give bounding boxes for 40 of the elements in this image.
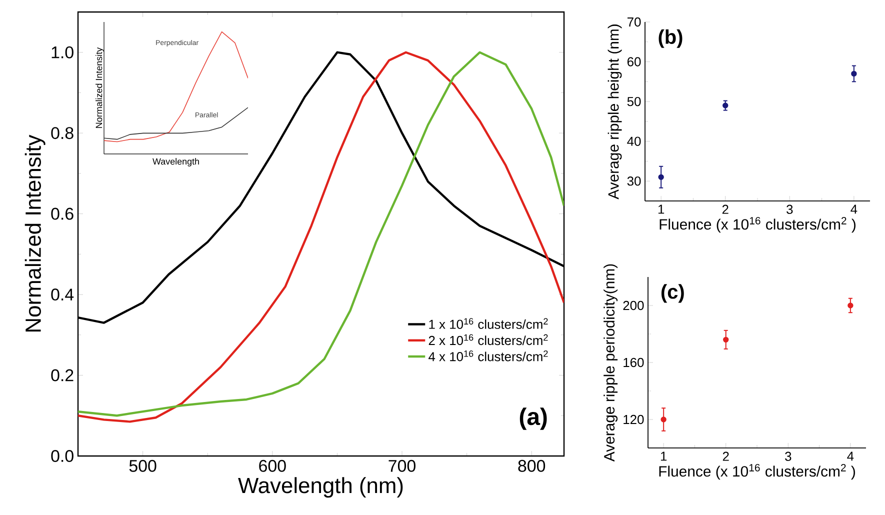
legend-label: 2 x 10$^{16}$ clusters/cm$^{2}$ bbox=[428, 334, 548, 346]
x-tick-label: 3 bbox=[786, 204, 793, 214]
y-tick-label: 200 bbox=[623, 300, 644, 310]
legend-label: 1 x 10$^{16}$ clusters/cm$^{2}$ bbox=[429, 318, 548, 329]
x-tick-label: 700 bbox=[388, 460, 416, 472]
y-tick-label: 120 bbox=[624, 414, 644, 424]
annotation: (b) bbox=[658, 29, 682, 48]
annotation: (c) bbox=[662, 284, 684, 303]
x-tick-label: 2 bbox=[722, 452, 729, 461]
y-tick-label: 1.0 bbox=[52, 46, 74, 58]
x-tick-label: 800 bbox=[518, 460, 546, 472]
x-tick-label: 2 bbox=[722, 204, 728, 214]
y-axis-title: Normalized Intensity bbox=[24, 134, 46, 332]
y-tick-label: 0.8 bbox=[51, 127, 74, 140]
y-tick-label: 40 bbox=[627, 136, 641, 146]
x-axis-title: Wavelength (nm) bbox=[238, 477, 403, 498]
x-tick-label: 3 bbox=[785, 452, 792, 461]
x-tick-label: 600 bbox=[259, 460, 286, 472]
x-axis-title: Wavelength bbox=[152, 158, 199, 166]
x-axis-title: Fluence (x 10$^{16}$ clusters/cm$^{2}$ ) bbox=[660, 217, 856, 233]
y-tick-label: 0.4 bbox=[51, 288, 74, 301]
y-tick-label: 0.6 bbox=[51, 208, 74, 220]
x-tick-label: 1 bbox=[660, 452, 667, 461]
x-axis-title: Fluence (x 10$^{16}$ clusters/cm$^{2}$ ) bbox=[659, 464, 855, 480]
x-tick-label: 4 bbox=[850, 204, 858, 214]
y-tick-label: 30 bbox=[627, 176, 641, 186]
legend-label: 4 x 10$^{16}$ clusters/cm$^{2}$ bbox=[428, 350, 548, 362]
x-tick-label: 4 bbox=[847, 452, 854, 461]
y-axis-title: Average ripple height (nm) bbox=[608, 24, 622, 200]
y-tick-label: 50 bbox=[627, 96, 641, 106]
y-tick-label: 70 bbox=[628, 17, 641, 27]
annotation: (a) bbox=[520, 408, 547, 430]
y-tick-label: 0.2 bbox=[51, 369, 74, 382]
x-tick-label: 1 bbox=[658, 204, 664, 214]
y-tick-label: 60 bbox=[627, 57, 641, 66]
y-tick-label: 0.0 bbox=[51, 450, 74, 462]
y-axis-title: Average ripple periodicity(nm) bbox=[604, 264, 618, 462]
x-tick-label: 500 bbox=[129, 460, 156, 472]
y-tick-label: 160 bbox=[624, 358, 644, 368]
y-axis-title: Normalized Intensity bbox=[96, 47, 104, 128]
